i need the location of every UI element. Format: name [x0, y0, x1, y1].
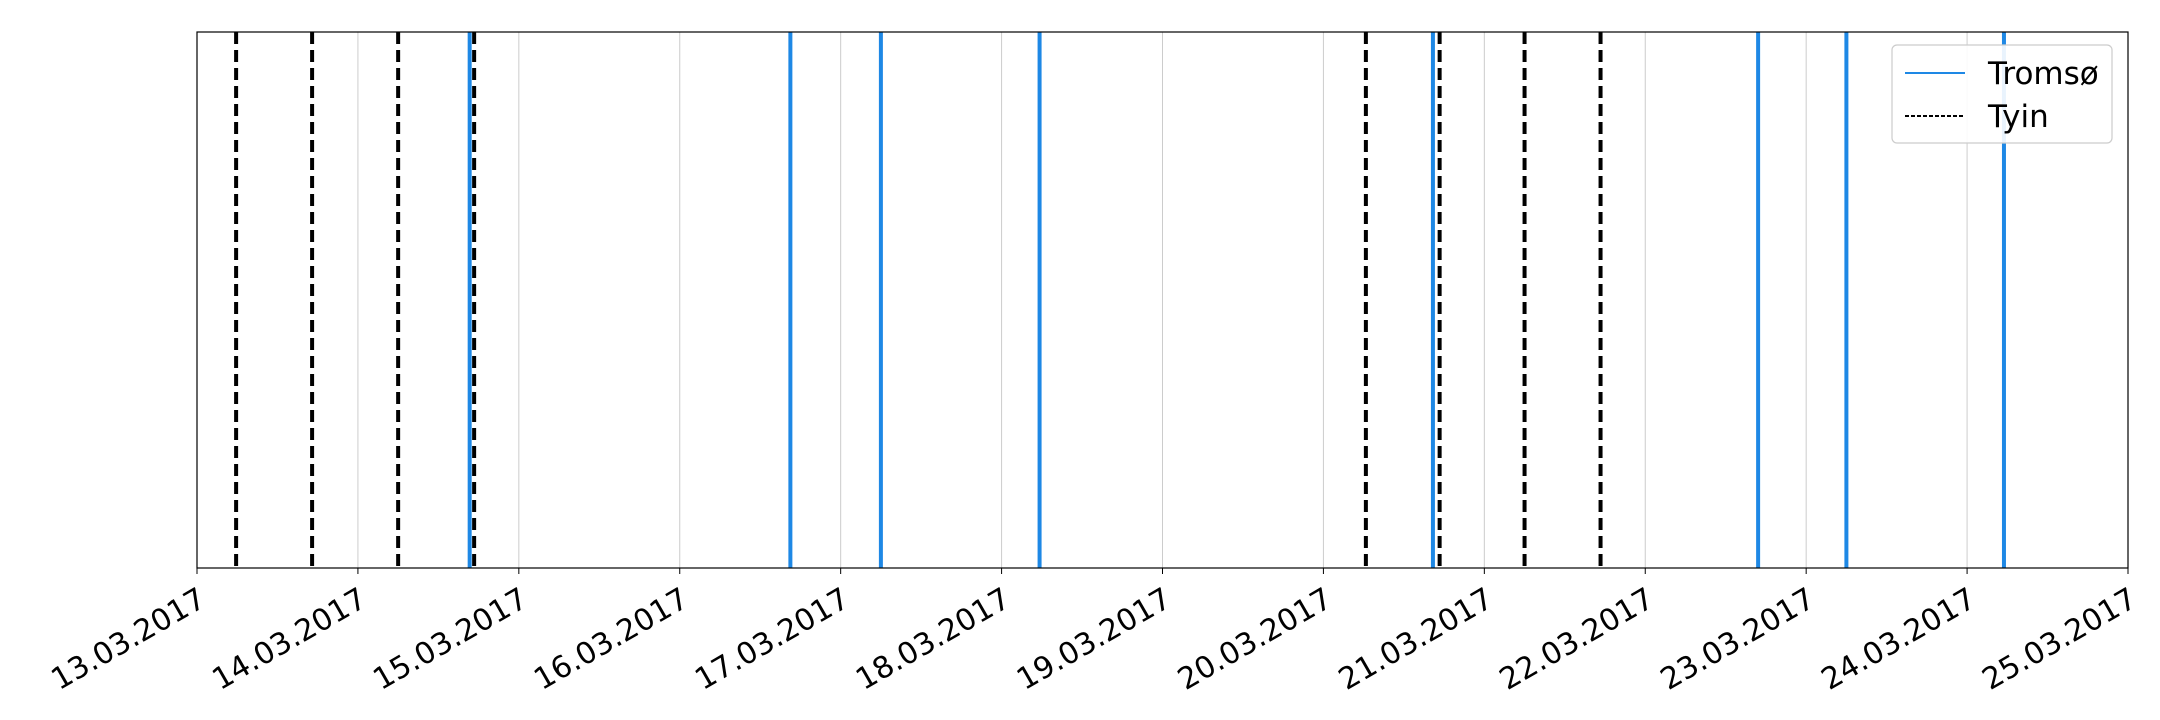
x-tick-label: 17.03.2017	[689, 581, 855, 697]
x-tick-label: 21.03.2017	[1333, 581, 1499, 697]
x-tick-label: 18.03.2017	[850, 581, 1016, 697]
legend-label-tromso: Tromsø	[1987, 56, 2099, 92]
x-tick-label: 23.03.2017	[1655, 581, 1821, 697]
x-tick-label: 22.03.2017	[1494, 581, 1660, 697]
x-tick-label: 24.03.2017	[1816, 581, 1982, 697]
grid-lines	[357, 32, 1968, 568]
x-tick-label: 14.03.2017	[206, 581, 372, 697]
x-tick-label: 15.03.2017	[367, 581, 533, 697]
x-tick-label: 25.03.2017	[1977, 581, 2143, 697]
legend: Tromsø Tyin	[1891, 44, 2113, 144]
x-tick-label: 13.03.2017	[46, 581, 212, 697]
x-tick-label: 19.03.2017	[1011, 581, 1177, 697]
x-axis: 13.03.201714.03.201715.03.201716.03.2017…	[46, 568, 2143, 698]
legend-label-tyin: Tyin	[1987, 99, 2049, 135]
x-tick-label: 20.03.2017	[1172, 581, 1338, 697]
event-marks	[234, 32, 2006, 568]
x-tick-label: 16.03.2017	[528, 581, 694, 697]
legend-box	[1891, 44, 2113, 144]
